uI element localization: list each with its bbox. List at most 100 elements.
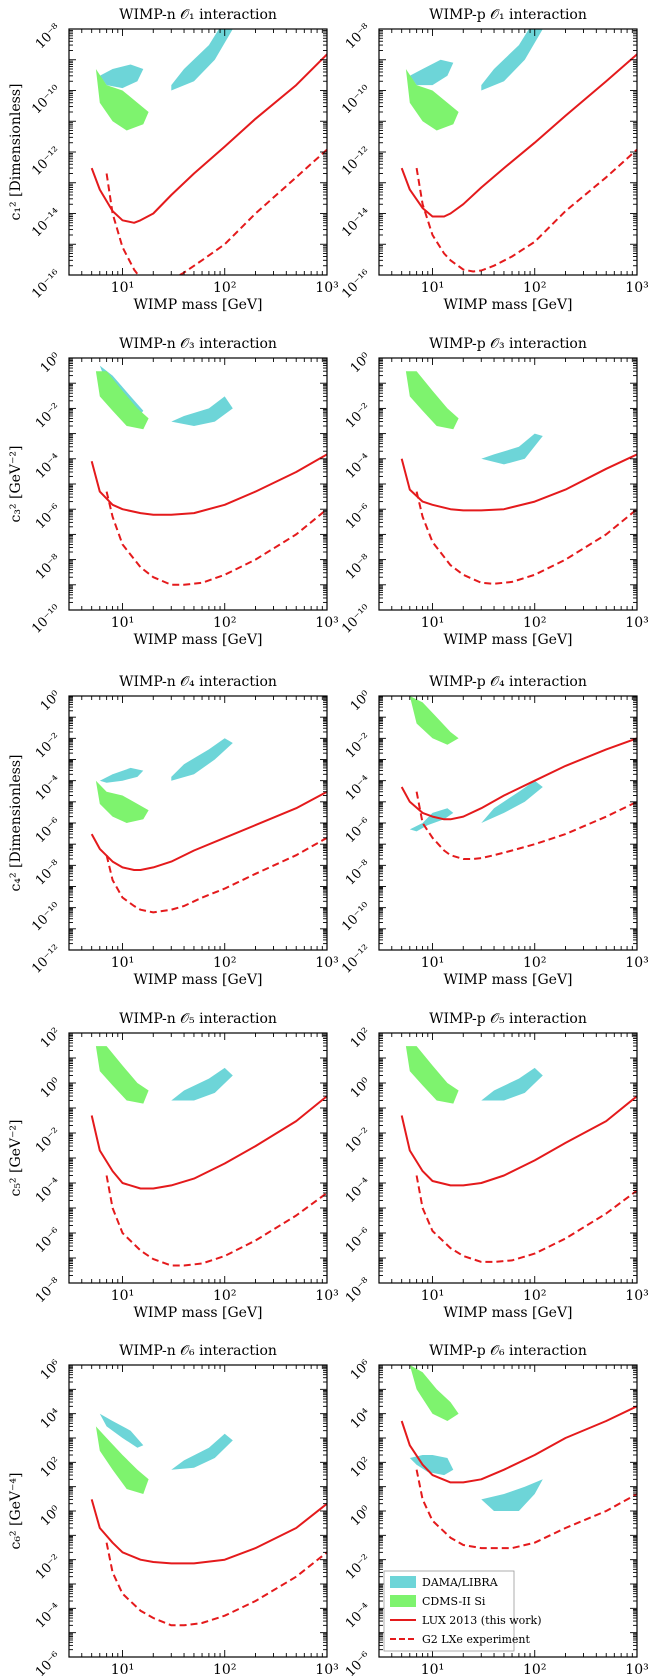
panel-title: WIMP-p 𝒪₁ interaction: [429, 7, 587, 23]
x-tick-label: 10³: [315, 1288, 338, 1304]
plot-area: [90, 29, 327, 275]
panel-title: WIMP-n 𝒪₃ interaction: [119, 336, 277, 352]
y-tick-label: 10⁻⁴: [33, 773, 64, 804]
y-tick-label: 10⁰: [38, 350, 64, 376]
x-tick-label: 10²: [523, 1662, 546, 1676]
y-tick-label: 10⁻⁸: [343, 1275, 374, 1306]
y-tick-label: 10⁻²: [33, 731, 64, 762]
y-tick-label: 10⁻²: [33, 1552, 64, 1583]
y-axis-label: c₆² [GeV⁻⁴]: [8, 1472, 24, 1549]
y-tick-label: 10⁻²: [33, 1125, 64, 1156]
dama-libra-region: [481, 780, 543, 823]
x-tick-label: 10²: [523, 955, 546, 971]
plot-area: [90, 1046, 327, 1267]
y-tick-label: 10⁻⁴: [343, 1601, 374, 1632]
g2-lxe-line: [105, 836, 327, 914]
panel-title: WIMP-p 𝒪₆ interaction: [429, 1343, 587, 1359]
y-tick-label: 10⁻⁶: [343, 501, 374, 532]
y-tick-label: 10⁻¹⁴: [29, 206, 64, 241]
legend-swatch: [390, 1576, 416, 1588]
x-axis-label: WIMP mass [GeV]: [133, 972, 262, 988]
y-tick-label: 10⁻¹²: [29, 942, 64, 977]
dama-libra-region: [99, 1413, 144, 1448]
plot-area: [90, 1413, 327, 1627]
y-tick-label: 10⁴: [38, 1406, 64, 1432]
y-tick-label: 10²: [38, 1455, 64, 1481]
cdms-ii-si-region: [95, 1426, 149, 1494]
plot-frame: [68, 1364, 328, 1658]
x-tick-label: 10¹: [421, 955, 444, 971]
lux-2013-line: [400, 53, 637, 218]
lux-2013-line: [400, 1095, 637, 1187]
y-tick-label: 10⁰: [38, 1075, 64, 1101]
dama-libra-region: [481, 433, 543, 465]
g2-lxe-line: [105, 1542, 327, 1627]
x-tick-label: 10¹: [421, 615, 444, 631]
lux-2013-line: [90, 790, 327, 871]
x-axis-label: WIMP mass [GeV]: [133, 297, 262, 313]
x-tick-label: 10³: [625, 280, 648, 296]
panel-5: 10¹ 10² 10³ 10⁻¹² 10⁻¹⁰ 10⁻⁸ 10⁻⁶ 10⁻⁴ 10⁻² 10⁰ WI…: [8, 674, 339, 988]
legend-swatch: [390, 1595, 416, 1607]
dama-libra-region: [99, 64, 144, 89]
y-tick-label: 10⁻⁴: [33, 451, 64, 482]
y-tick-label: 10⁻²: [33, 401, 64, 432]
panel-2: 10¹ 10² 10³ 10⁻¹⁶ 10⁻¹⁴ 10⁻¹² 10⁻¹⁰ 10⁻⁸ WIMP-p …: [339, 7, 648, 313]
y-tick-label: 10⁻¹⁰: [29, 602, 64, 637]
y-tick-label: 10⁻¹⁶: [339, 267, 374, 302]
y-tick-label: 10⁻⁶: [33, 501, 64, 532]
y-tick-label: 10⁶: [38, 1357, 64, 1383]
lux-2013-line: [90, 1499, 327, 1565]
panel-8: 10¹ 10² 10³ 10⁻⁸ 10⁻⁶ 10⁻⁴ 10⁻² 10⁰ 10² WIMP-p 𝒪₅…: [343, 1011, 649, 1321]
panel-title: WIMP-n 𝒪₁ interaction: [119, 7, 277, 23]
y-tick-label: 10⁻⁸: [33, 1275, 64, 1306]
plot-area: [90, 738, 327, 914]
cdms-ii-si-region: [95, 1046, 149, 1104]
x-axis-label: WIMP mass [GeV]: [133, 1305, 262, 1321]
y-tick-label: 10⁻⁶: [33, 815, 64, 846]
y-tick-label: 10⁻²: [343, 1125, 374, 1156]
y-tick-label: 10⁻⁸: [33, 552, 64, 583]
x-tick-label: 10³: [625, 1288, 648, 1304]
y-tick-label: 10⁻⁶: [33, 1225, 64, 1256]
panel-title: WIMP-n 𝒪₅ interaction: [119, 1011, 277, 1027]
cdms-ii-si-region: [405, 1046, 459, 1104]
x-axis-label: WIMP mass [GeV]: [443, 1305, 572, 1321]
y-tick-label: 10⁻⁶: [343, 1649, 374, 1676]
dama-libra-region: [99, 767, 144, 783]
y-axis-label: c₁² [Dimensionless]: [8, 84, 24, 221]
plot-area: [400, 29, 637, 273]
cdms-ii-si-region: [95, 69, 149, 131]
y-tick-label: 10⁰: [348, 1075, 374, 1101]
g2-lxe-line: [415, 791, 637, 860]
x-axis-label: WIMP mass [GeV]: [443, 632, 572, 648]
g2-lxe-line: [415, 1175, 637, 1263]
plot-area: [400, 371, 637, 585]
x-tick-label: 10¹: [111, 1662, 134, 1676]
y-tick-label: 10⁴: [348, 1406, 374, 1432]
y-tick-label: 10⁶: [348, 1357, 374, 1383]
y-tick-label: 10⁰: [348, 350, 374, 376]
panel-title: WIMP-n 𝒪₄ interaction: [119, 674, 277, 690]
panel-9: 10¹ 10² 10³ 10⁻⁶ 10⁻⁴ 10⁻² 10⁰ 10² 10⁴ 10⁶ WIMP-n …: [8, 1343, 339, 1680]
y-tick-label: 10⁻⁸: [33, 858, 64, 889]
panel-title: WIMP-p 𝒪₄ interaction: [429, 674, 587, 690]
g2-lxe-line: [105, 1175, 327, 1267]
y-tick-label: 10⁻¹⁰: [339, 900, 374, 935]
dama-libra-region: [409, 59, 454, 86]
y-tick-label: 10⁻⁸: [33, 21, 64, 52]
x-axis-label: WIMP mass [GeV]: [443, 297, 572, 313]
y-tick-label: 10⁻⁸: [343, 858, 374, 889]
x-tick-label: 10²: [213, 955, 236, 971]
panel-title: WIMP-n 𝒪₆ interaction: [119, 1343, 277, 1359]
y-tick-label: 10⁻⁴: [33, 1601, 64, 1632]
y-tick-label: 10⁻¹⁴: [339, 206, 374, 241]
plot-area: [90, 365, 327, 586]
dama-libra-region: [171, 396, 233, 426]
y-tick-label: 10⁻²: [343, 401, 374, 432]
y-tick-label: 10⁻⁴: [343, 773, 374, 804]
x-tick-label: 10¹: [111, 1288, 134, 1304]
x-tick-label: 10²: [213, 1288, 236, 1304]
y-tick-label: 10⁰: [348, 688, 374, 714]
